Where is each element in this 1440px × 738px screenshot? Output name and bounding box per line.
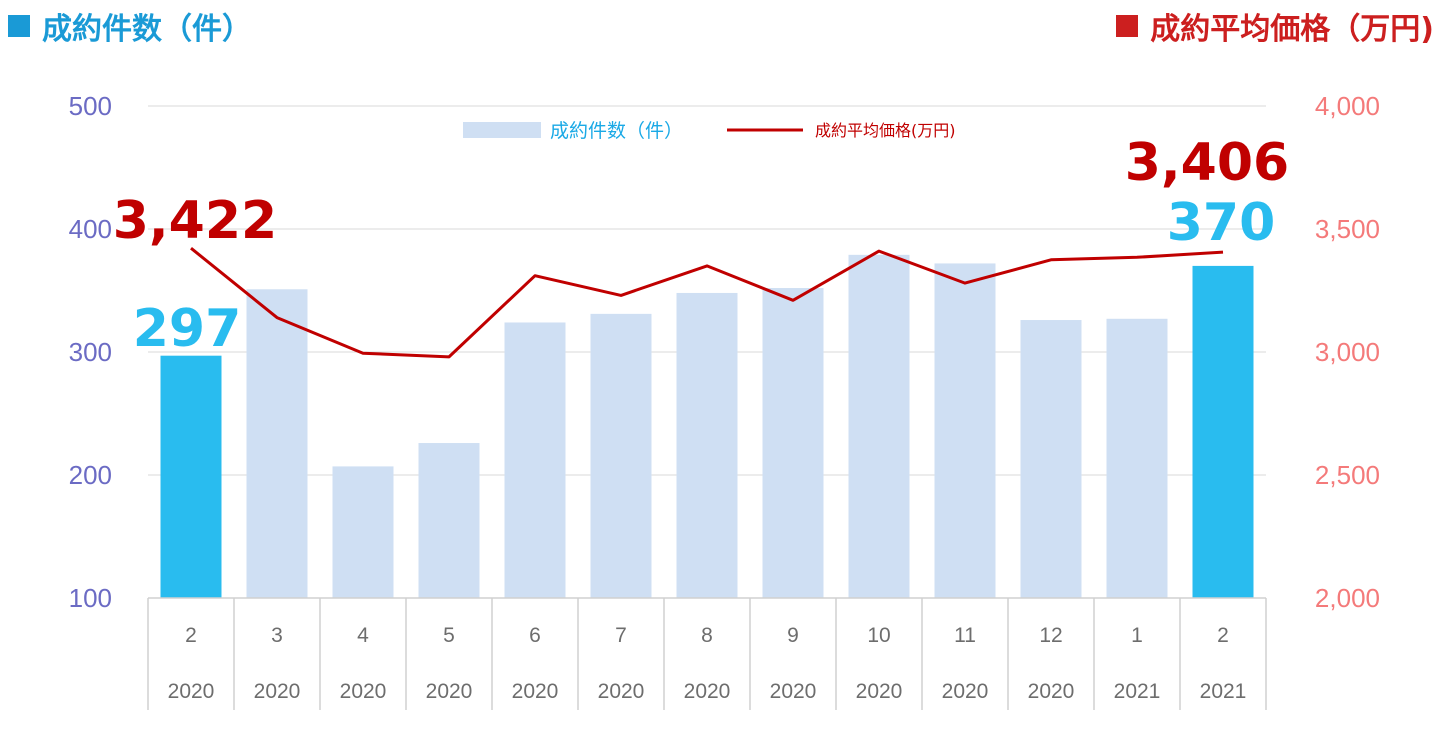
legend-bar-label: 成約件数（件）: [550, 120, 683, 142]
x-tick-year: 2020: [340, 680, 387, 703]
left-axis-tick-label: 200: [69, 460, 112, 490]
x-tick-year: 2020: [856, 680, 903, 703]
x-tick-year: 2021: [1200, 680, 1247, 703]
x-tick-year: 2020: [684, 680, 731, 703]
right-axis-tick-label: 2,000: [1315, 583, 1380, 613]
annotations: 3,422 3,406 297 370: [113, 133, 1289, 359]
bar: [332, 466, 394, 598]
x-tick-month: 12: [1039, 624, 1062, 647]
right-axis-tick-label: 3,500: [1315, 214, 1380, 244]
x-tick-month: 2: [185, 624, 197, 647]
x-tick-month: 10: [867, 624, 890, 647]
x-tick-month: 1: [1131, 624, 1143, 647]
legend-bar-swatch: [463, 122, 541, 138]
x-tick-year: 2020: [168, 680, 215, 703]
x-tick-month: 8: [701, 624, 713, 647]
bar: [1192, 265, 1254, 598]
x-tick-year: 2020: [426, 680, 473, 703]
x-tick-year: 2020: [598, 680, 645, 703]
left-axis-tick-label: 500: [69, 91, 112, 121]
bar: [246, 289, 308, 598]
left-axis-tick-label: 300: [69, 337, 112, 367]
bar: [1020, 320, 1082, 598]
last-price-annotation: 3,406: [1125, 133, 1289, 193]
right-axis-tick-label: 4,000: [1315, 91, 1380, 121]
left-axis-ticks: 100 200 300 400 500: [69, 91, 112, 613]
right-axis-tick-label: 2,500: [1315, 460, 1380, 490]
x-tick-month: 4: [357, 624, 369, 647]
bar: [1106, 318, 1168, 598]
bar: [848, 254, 910, 598]
bar: [934, 263, 996, 598]
bar: [504, 322, 566, 598]
first-price-annotation: 3,422: [113, 191, 277, 251]
x-tick-year: 2020: [770, 680, 817, 703]
price-line: [190, 247, 1224, 359]
last-count-annotation: 370: [1167, 193, 1276, 253]
bar-series: [160, 254, 1254, 598]
first-count-annotation: 297: [133, 299, 242, 359]
x-tick-month: 3: [271, 624, 283, 647]
left-axis-tick-label: 100: [69, 583, 112, 613]
legend-line-label: 成約平均価格(万円): [815, 121, 956, 140]
right-axis-ticks: 2,000 2,500 3,000 3,500 4,000: [1315, 91, 1380, 613]
bar: [418, 443, 480, 598]
x-axis: 2 2020 3 2020 4 2020 5 2020 6 2020 7 2020 8 2020 9 2020…: [147, 597, 1267, 710]
x-tick-year: 2020: [254, 680, 301, 703]
x-tick-month: 11: [954, 624, 976, 647]
right-title-text: 成約平均価格（万円): [1150, 12, 1434, 47]
line-series: [190, 247, 1224, 359]
bar: [762, 288, 824, 598]
left-title-square-icon: [8, 15, 30, 37]
legend: 成約件数（件） 成約平均価格(万円): [463, 120, 956, 142]
bar: [160, 355, 222, 598]
x-tick-year: 2021: [1114, 680, 1161, 703]
x-tick-month: 6: [529, 624, 541, 647]
right-title-square-icon: [1116, 15, 1139, 37]
x-tick-year: 2020: [942, 680, 989, 703]
left-title-text: 成約件数（件）: [42, 12, 252, 47]
x-tick-year: 2020: [1028, 680, 1075, 703]
x-tick-year: 2020: [512, 680, 559, 703]
bar: [590, 313, 652, 598]
bar: [676, 292, 738, 598]
left-axis-title: 成約件数（件）: [8, 4, 252, 48]
right-axis-title: 成約平均価格（万円): [1116, 4, 1434, 48]
x-tick-month: 9: [787, 624, 799, 647]
right-axis-tick-label: 3,000: [1315, 337, 1380, 367]
x-tick-month: 7: [615, 624, 627, 647]
x-tick-month: 2: [1217, 624, 1229, 647]
x-tick-month: 5: [443, 624, 455, 647]
left-axis-tick-label: 400: [69, 214, 112, 244]
